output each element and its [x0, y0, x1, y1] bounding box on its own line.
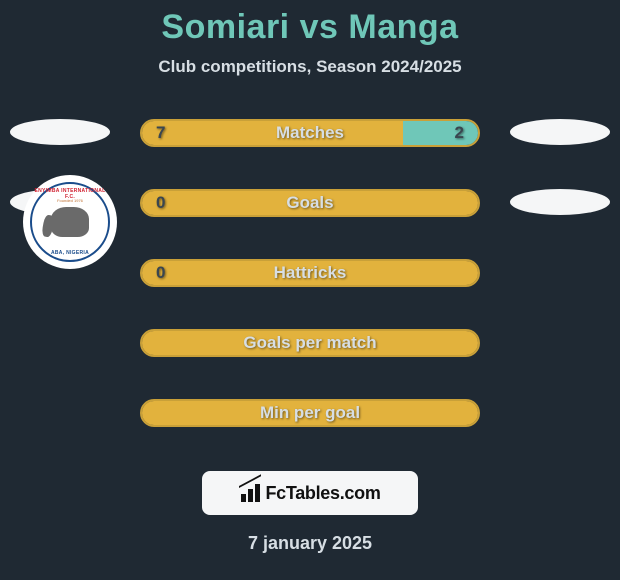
stat-bar-right: 2 [403, 121, 478, 145]
elephant-icon [51, 207, 89, 237]
stat-bar-left: 0 [142, 261, 478, 285]
page-title: Somiari vs Manga [0, 0, 620, 47]
stats-section: 72Matches0Goals0HattricksGoals per match… [0, 119, 620, 445]
player-left-badge [10, 119, 110, 145]
subtitle: Club competitions, Season 2024/2025 [0, 57, 620, 77]
player-right-name: Manga [348, 8, 458, 46]
watermark-text: FcTables.com [265, 483, 380, 504]
chart-icon [239, 484, 261, 502]
player-right-badge [510, 119, 610, 145]
stat-bar: 0 [140, 189, 480, 217]
stat-row: Goals per match [0, 329, 620, 375]
stat-bar-left: 7 [142, 121, 403, 145]
club-logo-inner: ENYIMBA INTERNATIONAL F.C. Founded 1976 … [30, 182, 110, 262]
stat-bar-left: 0 [142, 191, 478, 215]
stat-left-value: 7 [156, 123, 165, 143]
stat-bar [140, 329, 480, 357]
player-right-badge [510, 189, 610, 215]
vs-text: vs [300, 8, 339, 46]
footer-date: 7 january 2025 [0, 533, 620, 554]
stat-bar-left [142, 331, 478, 355]
root: Somiari vs Manga Club competitions, Seas… [0, 0, 620, 580]
stat-row: Min per goal [0, 399, 620, 445]
stat-row: 0Hattricks [0, 259, 620, 305]
stat-left-value: 0 [156, 263, 165, 283]
stat-left-value: 0 [156, 193, 165, 213]
player-left-name: Somiari [161, 8, 289, 46]
stat-right-value: 2 [455, 123, 464, 143]
stat-bar: 0 [140, 259, 480, 287]
club-logo-founded: Founded 1976 [32, 198, 108, 203]
club-logo: ENYIMBA INTERNATIONAL F.C. Founded 1976 … [26, 178, 114, 266]
stat-bar: 72 [140, 119, 480, 147]
stat-row: 72Matches [0, 119, 620, 165]
club-logo-text-bottom: ABA, NIGERIA [32, 250, 108, 256]
stat-bar [140, 399, 480, 427]
stat-bar-left [142, 401, 478, 425]
watermark: FcTables.com [202, 471, 418, 515]
